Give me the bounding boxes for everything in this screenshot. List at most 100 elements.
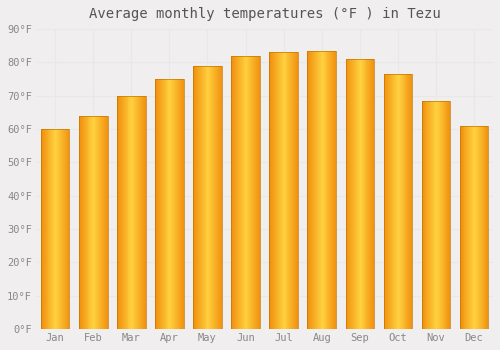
Bar: [308, 51, 310, 329]
Bar: [477, 126, 478, 329]
Bar: [175, 79, 176, 329]
Bar: [79, 116, 108, 329]
Bar: [232, 56, 260, 329]
Bar: [410, 74, 411, 329]
Bar: [464, 126, 466, 329]
Bar: [59, 129, 60, 329]
Bar: [288, 52, 290, 329]
Bar: [212, 66, 213, 329]
Bar: [297, 52, 298, 329]
Bar: [479, 126, 480, 329]
Bar: [256, 56, 257, 329]
Bar: [241, 56, 242, 329]
Bar: [252, 56, 253, 329]
Bar: [371, 59, 372, 329]
Bar: [104, 116, 106, 329]
Bar: [142, 96, 144, 329]
Bar: [398, 74, 399, 329]
Bar: [216, 66, 217, 329]
Bar: [393, 74, 394, 329]
Bar: [124, 96, 126, 329]
Bar: [182, 79, 184, 329]
Bar: [64, 129, 66, 329]
Bar: [139, 96, 140, 329]
Bar: [370, 59, 371, 329]
Bar: [290, 52, 291, 329]
Bar: [41, 129, 42, 329]
Bar: [79, 116, 80, 329]
Bar: [446, 101, 448, 329]
Bar: [62, 129, 63, 329]
Bar: [61, 129, 62, 329]
Bar: [473, 126, 474, 329]
Bar: [270, 52, 271, 329]
Bar: [46, 129, 48, 329]
Bar: [63, 129, 64, 329]
Bar: [101, 116, 102, 329]
Bar: [130, 96, 132, 329]
Bar: [350, 59, 351, 329]
Bar: [157, 79, 158, 329]
Bar: [384, 74, 412, 329]
Bar: [310, 51, 311, 329]
Bar: [431, 101, 432, 329]
Bar: [176, 79, 177, 329]
Bar: [313, 51, 314, 329]
Bar: [354, 59, 355, 329]
Bar: [286, 52, 288, 329]
Bar: [319, 51, 320, 329]
Bar: [360, 59, 362, 329]
Bar: [253, 56, 254, 329]
Bar: [41, 129, 70, 329]
Bar: [195, 66, 196, 329]
Bar: [118, 96, 119, 329]
Bar: [180, 79, 181, 329]
Bar: [322, 51, 324, 329]
Bar: [484, 126, 486, 329]
Bar: [172, 79, 173, 329]
Bar: [384, 74, 412, 329]
Bar: [81, 116, 82, 329]
Bar: [178, 79, 179, 329]
Bar: [250, 56, 252, 329]
Bar: [276, 52, 277, 329]
Bar: [215, 66, 216, 329]
Bar: [440, 101, 442, 329]
Bar: [426, 101, 428, 329]
Bar: [96, 116, 97, 329]
Bar: [396, 74, 397, 329]
Bar: [98, 116, 99, 329]
Bar: [220, 66, 221, 329]
Bar: [366, 59, 368, 329]
Bar: [406, 74, 408, 329]
Bar: [346, 59, 348, 329]
Bar: [181, 79, 182, 329]
Bar: [168, 79, 170, 329]
Bar: [392, 74, 393, 329]
Bar: [246, 56, 248, 329]
Bar: [138, 96, 139, 329]
Bar: [320, 51, 322, 329]
Bar: [486, 126, 488, 329]
Bar: [179, 79, 180, 329]
Bar: [295, 52, 296, 329]
Bar: [357, 59, 358, 329]
Bar: [430, 101, 431, 329]
Bar: [206, 66, 208, 329]
Bar: [373, 59, 374, 329]
Bar: [391, 74, 392, 329]
Bar: [390, 74, 391, 329]
Bar: [117, 96, 145, 329]
Bar: [42, 129, 43, 329]
Bar: [308, 51, 336, 329]
Bar: [254, 56, 255, 329]
Bar: [296, 52, 297, 329]
Bar: [294, 52, 295, 329]
Bar: [422, 101, 450, 329]
Bar: [330, 51, 331, 329]
Bar: [155, 79, 184, 329]
Bar: [221, 66, 222, 329]
Bar: [284, 52, 286, 329]
Bar: [137, 96, 138, 329]
Bar: [272, 52, 273, 329]
